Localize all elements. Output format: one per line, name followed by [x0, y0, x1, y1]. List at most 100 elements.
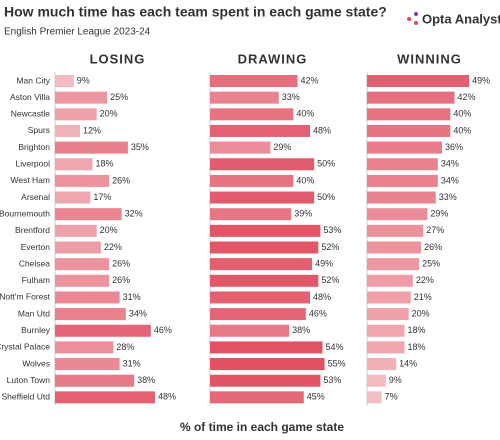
value-label: 12% [83, 125, 101, 135]
bar [367, 258, 420, 271]
bar [367, 341, 405, 354]
value-label: 34% [441, 175, 459, 185]
value-label: 18% [96, 159, 114, 169]
bar [210, 258, 313, 271]
value-label: 27% [426, 225, 444, 235]
y-tick-label: Everton [21, 242, 51, 252]
bar [367, 358, 397, 371]
value-label: 42% [458, 92, 476, 102]
panel-header: WINNING [397, 51, 462, 66]
bar [367, 308, 409, 321]
y-tick-label: Man Utd [18, 308, 50, 318]
bar [55, 174, 110, 187]
value-label: 33% [439, 192, 457, 202]
y-tick-label: Spurs [28, 125, 50, 135]
bar [55, 75, 74, 87]
value-label: 48% [313, 292, 331, 302]
value-label: 9% [77, 75, 90, 85]
value-label: 20% [100, 225, 118, 235]
value-label: 25% [422, 259, 440, 269]
bar [55, 224, 97, 237]
bar [55, 191, 91, 204]
bar [210, 191, 315, 204]
y-tick-label: Chelsea [19, 258, 50, 268]
bar [55, 124, 80, 137]
bar [55, 141, 128, 154]
bar [210, 224, 321, 237]
bar [55, 208, 122, 221]
bar [367, 108, 451, 121]
value-label: 39% [294, 209, 312, 219]
value-label: 42% [301, 75, 319, 85]
value-label: 29% [430, 209, 448, 219]
value-label: 54% [326, 342, 344, 352]
y-tick-label: Sheffield Utd [1, 392, 50, 402]
bar [210, 75, 298, 87]
value-label: 18% [408, 325, 426, 335]
logo: Opta Analyst [407, 11, 500, 26]
logo-dot [407, 17, 411, 21]
value-label: 26% [112, 175, 130, 185]
bar [55, 358, 120, 371]
bar [55, 158, 93, 171]
value-label: 32% [125, 209, 143, 219]
bar [210, 124, 310, 137]
value-label: 38% [292, 325, 310, 335]
value-label: 26% [112, 275, 130, 285]
value-label: 17% [93, 192, 111, 202]
value-label: 52% [321, 242, 339, 252]
y-tick-label: Burnley [21, 325, 51, 335]
value-label: 26% [424, 242, 442, 252]
bar [210, 141, 271, 154]
logo-text: Opta Analyst [422, 11, 500, 26]
bar [55, 341, 114, 354]
value-label: 48% [158, 392, 176, 402]
value-label: 20% [412, 308, 430, 318]
bar [55, 374, 135, 387]
y-tick-label: Arsenal [21, 192, 50, 202]
bar [210, 108, 294, 121]
value-label: 46% [309, 308, 327, 318]
value-label: 40% [453, 109, 471, 119]
bar [367, 241, 422, 254]
value-label: 50% [317, 159, 335, 169]
value-label: 36% [445, 142, 463, 152]
value-label: 14% [399, 358, 417, 368]
value-label: 40% [453, 125, 471, 135]
bar [367, 374, 386, 387]
bar [210, 308, 306, 321]
value-label: 28% [116, 342, 134, 352]
panel-header: LOSING [90, 51, 146, 66]
value-label: 34% [129, 308, 147, 318]
value-label: 45% [307, 392, 325, 402]
value-label: 40% [296, 109, 314, 119]
value-label: 29% [273, 142, 291, 152]
bar [55, 324, 151, 337]
y-tick-label: West Ham [10, 175, 50, 185]
value-label: 22% [416, 275, 434, 285]
bar [210, 324, 290, 337]
bar [210, 158, 315, 171]
value-label: 34% [441, 159, 459, 169]
value-label: 9% [389, 375, 402, 385]
bar [367, 91, 455, 104]
value-label: 33% [282, 92, 300, 102]
bar [367, 274, 413, 287]
bar [367, 75, 470, 87]
bar [367, 124, 451, 137]
value-label: 53% [323, 375, 341, 385]
y-tick-label: Brighton [18, 142, 50, 152]
value-label: 26% [112, 259, 130, 269]
y-tick-label: Crystal Palace [0, 342, 50, 352]
bar [210, 91, 279, 104]
y-tick-label: Newcastle [11, 109, 50, 119]
bar [210, 241, 319, 254]
chart-title: How much time has each team spent in eac… [4, 4, 387, 20]
bar [210, 174, 294, 187]
value-label: 22% [104, 242, 122, 252]
bar [367, 191, 436, 204]
bar [55, 391, 155, 404]
value-label: 52% [321, 275, 339, 285]
value-label: 55% [328, 358, 346, 368]
